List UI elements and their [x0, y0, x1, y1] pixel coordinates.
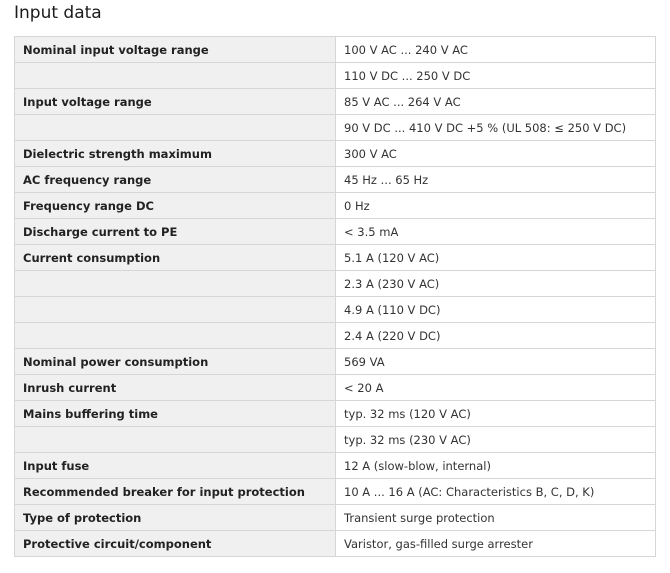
row-value: < 3.5 mA	[335, 218, 656, 245]
table-row: Inrush current < 20 A	[14, 374, 656, 401]
table-row: Current consumption 5.1 A (120 V AC)	[14, 244, 656, 271]
table-row: 2.3 A (230 V AC)	[14, 270, 656, 297]
row-label	[14, 296, 336, 323]
row-value: typ. 32 ms (120 V AC)	[335, 400, 656, 427]
row-value: 569 VA	[335, 348, 656, 375]
table-row: Input fuse 12 A (slow-blow, internal)	[14, 452, 656, 479]
row-value: 110 V DC ... 250 V DC	[335, 62, 656, 89]
row-label: Nominal input voltage range	[14, 36, 336, 63]
row-label: Frequency range DC	[14, 192, 336, 219]
table-row: 110 V DC ... 250 V DC	[14, 62, 656, 89]
table-body: Nominal input voltage range 100 V AC ... …	[14, 36, 656, 557]
table-row: Type of protection Transient surge protec…	[14, 504, 656, 531]
row-label: Mains buffering time	[14, 400, 336, 427]
table-row: typ. 32 ms (230 V AC)	[14, 426, 656, 453]
row-value: < 20 A	[335, 374, 656, 401]
row-label	[14, 270, 336, 297]
row-label: Input fuse	[14, 452, 336, 479]
table-row: 4.9 A (110 V DC)	[14, 296, 656, 323]
row-label: Recommended breaker for input protection	[14, 478, 336, 505]
row-value: Transient surge protection	[335, 504, 656, 531]
row-value: 4.9 A (110 V DC)	[335, 296, 656, 323]
row-label: Nominal power consumption	[14, 348, 336, 375]
table-row: Protective circuit/component Varistor, ga…	[14, 530, 656, 557]
row-value: Varistor, gas-filled surge arrester	[335, 530, 656, 557]
row-label: Protective circuit/component	[14, 530, 336, 557]
row-label: Dielectric strength maximum	[14, 140, 336, 167]
input-data-table: Nominal input voltage range 100 V AC ... …	[14, 36, 656, 557]
row-value: 5.1 A (120 V AC)	[335, 244, 656, 271]
table-row: Frequency range DC 0 Hz	[14, 192, 656, 219]
row-label	[14, 114, 336, 141]
section-title: Input data	[14, 3, 102, 23]
table-row: Discharge current to PE < 3.5 mA	[14, 218, 656, 245]
table-row: Recommended breaker for input protection…	[14, 478, 656, 505]
row-value: 0 Hz	[335, 192, 656, 219]
row-label	[14, 426, 336, 453]
row-value: 85 V AC ... 264 V AC	[335, 88, 656, 115]
table-row: Nominal power consumption 569 VA	[14, 348, 656, 375]
row-label: Input voltage range	[14, 88, 336, 115]
row-value: 100 V AC ... 240 V AC	[335, 36, 656, 63]
row-value: 10 A ... 16 A (AC: Characteristics B, C,…	[335, 478, 656, 505]
row-label: AC frequency range	[14, 166, 336, 193]
row-label: Current consumption	[14, 244, 336, 271]
row-label	[14, 322, 336, 349]
row-value: 2.3 A (230 V AC)	[335, 270, 656, 297]
row-label: Type of protection	[14, 504, 336, 531]
row-value: 2.4 A (220 V DC)	[335, 322, 656, 349]
row-value: 45 Hz ... 65 Hz	[335, 166, 656, 193]
table-row: Input voltage range 85 V AC ... 264 V AC	[14, 88, 656, 115]
table-row: AC frequency range 45 Hz ... 65 Hz	[14, 166, 656, 193]
row-label: Inrush current	[14, 374, 336, 401]
table-row: Nominal input voltage range 100 V AC ... …	[14, 36, 656, 63]
table-row: 90 V DC ... 410 V DC +5 % (UL 508: ≤ 250…	[14, 114, 656, 141]
row-value: 90 V DC ... 410 V DC +5 % (UL 508: ≤ 250…	[335, 114, 656, 141]
row-value: 12 A (slow-blow, internal)	[335, 452, 656, 479]
row-value: 300 V AC	[335, 140, 656, 167]
row-value: typ. 32 ms (230 V AC)	[335, 426, 656, 453]
table-row: Dielectric strength maximum 300 V AC	[14, 140, 656, 167]
row-label: Discharge current to PE	[14, 218, 336, 245]
row-label	[14, 62, 336, 89]
table-row: Mains buffering time typ. 32 ms (120 V AC…	[14, 400, 656, 427]
table-row: 2.4 A (220 V DC)	[14, 322, 656, 349]
